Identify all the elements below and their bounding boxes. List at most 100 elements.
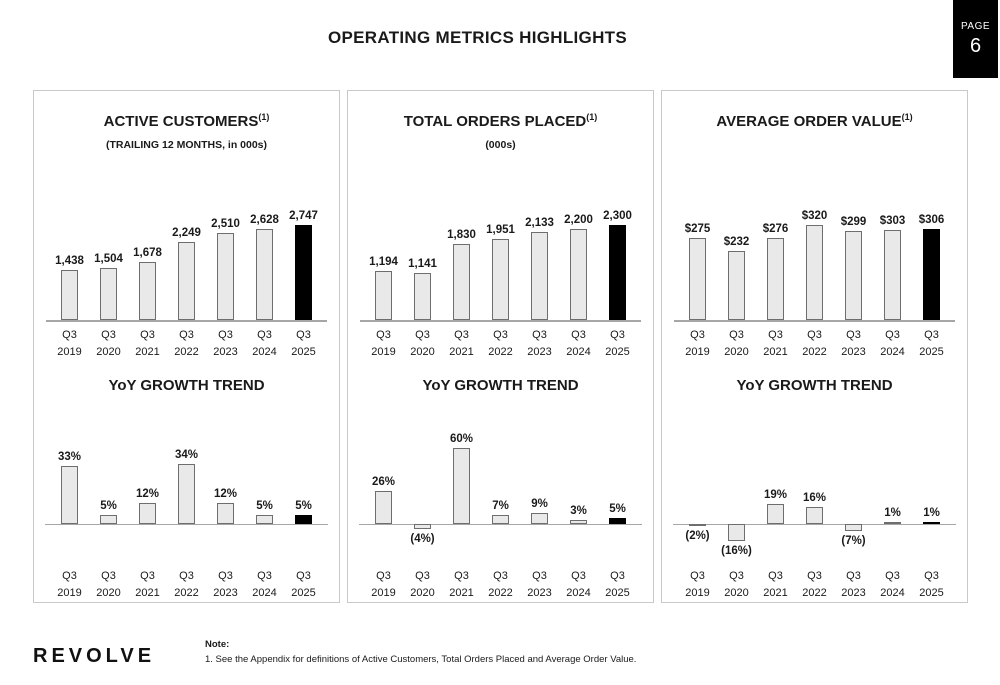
bar-value-label: 26% [371, 476, 396, 488]
negative-zone: (4%) [403, 524, 442, 564]
chart-active-customers: ACTIVE CUSTOMERS(1) (TRAILING 12 MONTHS,… [34, 91, 339, 361]
footnote-marker: (1) [901, 112, 913, 122]
bar [61, 466, 78, 524]
bar-value-label: 34% [174, 449, 199, 461]
bar [845, 230, 862, 320]
bar-value-label: $306 [918, 213, 945, 226]
bar-group: 1,438 1,504 1,678 2,249 2,510 2,628 2,747 [34, 154, 339, 320]
bar [217, 503, 234, 524]
bar-column: 7% [481, 429, 520, 564]
year-label: 2023 [527, 587, 552, 600]
bar-value-label: $320 [801, 209, 828, 222]
bar [845, 524, 862, 531]
bar [689, 524, 706, 526]
year-label: 2019 [371, 345, 396, 358]
bar [414, 524, 431, 529]
year-label: 2019 [371, 587, 396, 600]
x-tick-label: Q3 2023 [834, 327, 873, 361]
negative-zone: (7%) [834, 524, 873, 564]
bar-value-label: 1,438 [55, 254, 84, 267]
positive-zone: 5% [598, 429, 637, 524]
x-tick-label: Q3 2023 [206, 327, 245, 361]
quarter-label: Q3 [454, 328, 469, 341]
chart-subtitle: (000s) [485, 139, 516, 151]
x-tick-label: Q3 2023 [206, 568, 245, 602]
charts-panel-row: ACTIVE CUSTOMERS(1) (TRAILING 12 MONTHS,… [33, 90, 968, 603]
footnote-label: Note: [205, 639, 230, 650]
bar [100, 267, 117, 320]
bar-value-label: 7% [492, 500, 509, 512]
bar [806, 224, 823, 320]
bar-column: 34% [167, 429, 206, 564]
quarter-label: Q3 [610, 328, 625, 341]
year-label: 2021 [449, 345, 474, 358]
bar-column: (4%) [403, 429, 442, 564]
x-tick-label: Q3 2021 [128, 327, 167, 361]
quarter-label: Q3 [140, 570, 155, 582]
year-label: 2025 [291, 587, 316, 600]
quarter-label: Q3 [768, 328, 783, 341]
quarter-label: Q3 [571, 328, 586, 341]
quarter-label: Q3 [218, 328, 233, 341]
chart-total-orders-placed-yoy: YoY GROWTH TREND 26% (4%) 60% 7% 9% 3% 5% Q3 20… [348, 377, 653, 602]
footnote-text: 1. See the Appendix for definitions of A… [205, 654, 637, 666]
chart-title-text: YoY GROWTH TREND [108, 377, 265, 394]
x-tick-label: Q3 2023 [520, 327, 559, 361]
bar-value-label: 1,194 [369, 255, 398, 268]
bar-column: 9% [520, 429, 559, 564]
negative-zone [756, 524, 795, 564]
year-label: 2022 [174, 587, 199, 600]
page-title: OPERATING METRICS HIGHLIGHTS [328, 28, 627, 47]
year-label: 2021 [763, 345, 788, 358]
bar-value-label: 5% [609, 503, 626, 515]
year-label: 2023 [841, 587, 866, 600]
quarter-label: Q3 [179, 570, 194, 582]
bar-group: $275 $232 $276 $320 $299 $303 $306 [662, 154, 967, 320]
page-badge-number: 6 [969, 34, 982, 57]
quarter-label: Q3 [179, 328, 194, 341]
negative-zone [873, 524, 912, 564]
positive-zone: 1% [912, 429, 951, 524]
negative-zone: (2%) [678, 524, 717, 564]
bar [689, 237, 706, 320]
footnote-marker: (1) [586, 112, 598, 122]
zero-axis-line [673, 524, 956, 525]
year-label: 2024 [880, 587, 905, 600]
negative-zone: (16%) [717, 524, 756, 564]
quarter-label: Q3 [454, 570, 469, 582]
chart-title: YoY GROWTH TREND [34, 377, 339, 397]
bar-value-label: 60% [449, 433, 474, 445]
bar-column: 12% [206, 429, 245, 564]
bar [923, 228, 940, 320]
bar-column: 1,194 [364, 256, 403, 320]
x-tick-label: Q3 2024 [245, 327, 284, 361]
bar-column: (2%) [678, 429, 717, 564]
bar [570, 520, 587, 524]
year-label: 2021 [135, 587, 160, 600]
bar [256, 515, 273, 524]
x-axis-line [674, 319, 955, 322]
bar [139, 261, 156, 320]
x-tick-label: Q3 2022 [167, 568, 206, 602]
negative-zone [559, 524, 598, 564]
quarter-label: Q3 [690, 570, 705, 582]
bar-column: 2,628 [245, 214, 284, 320]
x-tick-label: Q3 2025 [284, 327, 323, 361]
bar-column: 5% [284, 429, 323, 564]
quarter-label: Q3 [571, 570, 586, 582]
page-number-badge: PAGE 6 [953, 0, 998, 78]
bar-value-label: $275 [684, 222, 711, 235]
positive-zone [834, 429, 873, 524]
zero-axis-line [359, 524, 642, 525]
year-label: 2022 [802, 345, 827, 358]
bar-value-label: 5% [295, 500, 312, 512]
x-axis-labels: Q3 2019 Q3 2020 Q3 2021 Q3 2022 Q3 2023 Q3 2024 Q3 20… [662, 568, 967, 602]
x-tick-label: Q3 2025 [912, 568, 951, 602]
negative-zone [520, 524, 559, 564]
chart-title-text: YoY GROWTH TREND [422, 377, 579, 394]
quarter-label: Q3 [924, 328, 939, 341]
bar [453, 243, 470, 320]
bar-group: (2%) (16%) 19% 16% (7%) 1% 1% [662, 429, 967, 564]
bar [414, 272, 431, 320]
year-label: 2023 [213, 587, 238, 600]
